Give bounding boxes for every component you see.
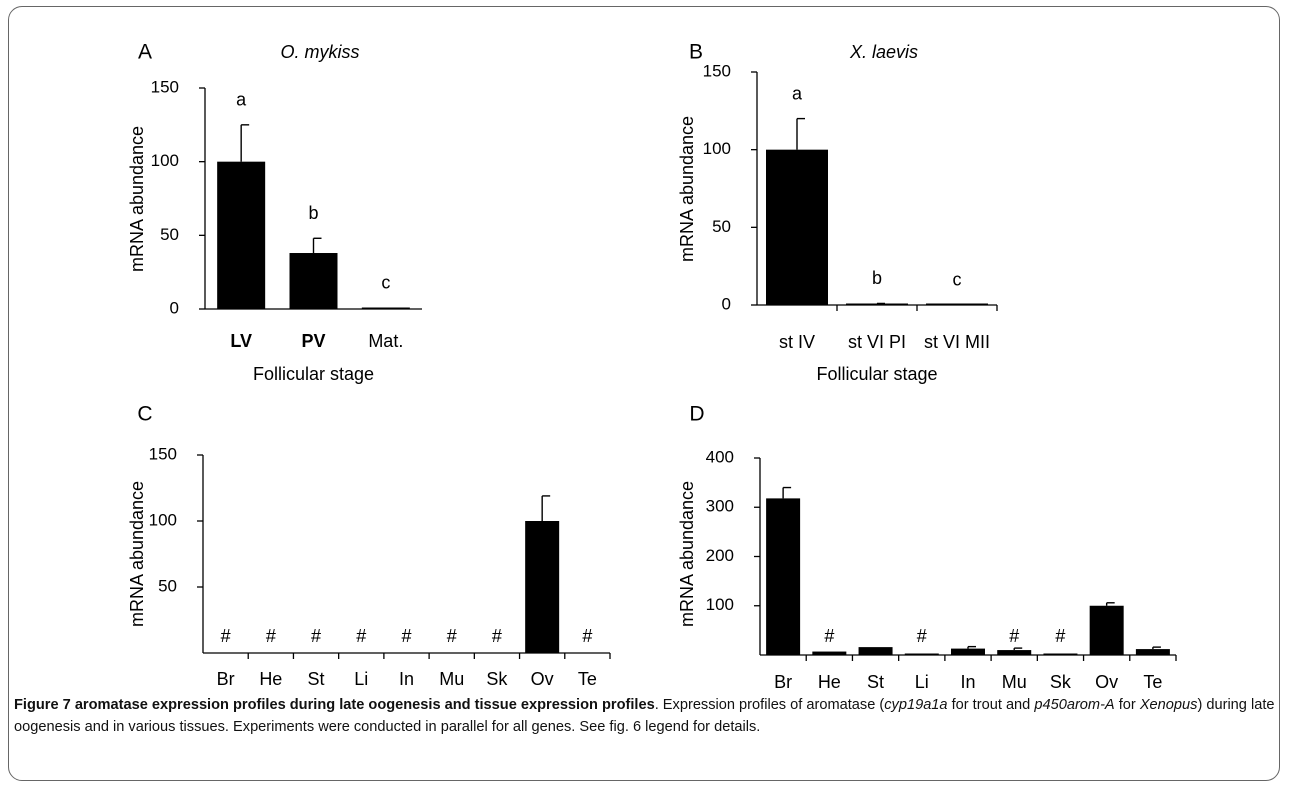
panel-b-y-tick-label: 150 xyxy=(703,61,731,80)
panel-d-hash-mark: # xyxy=(824,626,834,646)
panel-b-bar xyxy=(926,303,988,305)
panel-c-hash-mark: # xyxy=(311,626,321,646)
panel-d-y-tick-label: 300 xyxy=(706,497,734,516)
panel-c-hash-mark: # xyxy=(356,626,366,646)
figure-caption: Figure 7 aromatase expression profiles d… xyxy=(14,694,1276,738)
panel-b-significance-letter: b xyxy=(872,268,882,288)
panel-c-category-label: Mu xyxy=(439,669,464,689)
panel-d-y-tick-label: 200 xyxy=(706,546,734,565)
panel-c-category-label: Sk xyxy=(486,669,508,689)
panel-c-hash-mark: # xyxy=(401,626,411,646)
panel-c-category-label: Li xyxy=(354,669,368,689)
panel-c-category-label: Te xyxy=(578,669,597,689)
panel-d-category-label: Li xyxy=(915,672,929,690)
caption-gene-2: p450arom-A xyxy=(1034,697,1115,713)
panel-d-category-label: Te xyxy=(1143,672,1162,690)
panel-a-y-tick-label: 0 xyxy=(170,298,179,317)
panel-d-bar xyxy=(997,650,1032,655)
panel-a-letter: A xyxy=(138,41,152,64)
panel-a-y-label: mRNA abundance xyxy=(127,126,147,272)
panel-d-category-label: In xyxy=(960,672,975,690)
panel-d-y-label: mRNA abundance xyxy=(677,481,697,627)
panel-c-category-label: Br xyxy=(217,669,235,689)
panel-a-y-tick-label: 50 xyxy=(160,225,179,244)
panel-c-y-tick-label: 100 xyxy=(149,510,177,529)
caption-heading: Figure 7 aromatase expression profiles d… xyxy=(14,697,655,713)
panel-b-y-tick-label: 50 xyxy=(712,217,731,236)
panel-a-category-label: LV xyxy=(230,331,252,351)
panel-d-bar xyxy=(951,648,985,655)
panel-b-significance-letter: c xyxy=(953,269,962,289)
panel-b-bar xyxy=(846,303,908,305)
caption-text-4: ) during late oogenesis and in various t… xyxy=(14,697,1275,735)
panel-b-category-label: st IV xyxy=(779,332,815,352)
panel-a-title: O. mykiss xyxy=(281,42,360,62)
panel-c-hash-mark: # xyxy=(266,626,276,646)
panel-b-letter: B xyxy=(689,41,703,64)
caption-gene-1: cyp19a1a xyxy=(884,697,948,713)
panel-d-bar xyxy=(1043,653,1078,655)
panel-d-category-label: St xyxy=(867,672,884,690)
figure-frame xyxy=(8,6,1280,781)
panel-c-hash-mark: # xyxy=(447,626,457,646)
panel-c-category-label: In xyxy=(399,669,414,689)
panel-c-category-label: Ov xyxy=(531,669,554,689)
panel-b-y-tick-label: 100 xyxy=(703,139,731,158)
panel-d-bar xyxy=(904,653,939,655)
panel-a-y-tick-label: 150 xyxy=(151,77,179,96)
panel-c-y-tick-label: 150 xyxy=(149,444,177,463)
panel-a-bar xyxy=(289,253,338,309)
panel-b-significance-letter: a xyxy=(792,83,803,103)
caption-text-2: for trout and xyxy=(947,697,1035,713)
panel-c-hash-mark: # xyxy=(492,626,502,646)
panel-d-bar xyxy=(766,498,801,655)
panel-a-significance-letter: c xyxy=(381,272,390,292)
panel-d-bar xyxy=(812,651,847,655)
panel-d-category-label: Br xyxy=(774,672,792,690)
panel-c-hash-mark: # xyxy=(221,626,231,646)
panel-d-bar xyxy=(858,647,893,655)
panel-b-x-label: Follicular stage xyxy=(816,364,937,384)
panel-d-y-tick-label: 100 xyxy=(706,595,734,614)
panel-c-category-label: He xyxy=(259,669,282,689)
panel-a-category-label: PV xyxy=(301,331,325,351)
panel-a-x-label: Follicular stage xyxy=(253,364,374,384)
panel-c-category-label: St xyxy=(308,669,325,689)
panel-c-hash-mark: # xyxy=(582,626,592,646)
panel-d-hash-mark: # xyxy=(1009,626,1019,646)
panel-a-significance-letter: b xyxy=(308,203,318,223)
panel-b-y-label: mRNA abundance xyxy=(677,116,697,262)
panel-b-bar xyxy=(766,149,828,305)
panel-c-letter: C xyxy=(137,403,152,426)
caption-text-1: . Expression profiles of aromatase ( xyxy=(654,697,885,713)
panel-d-bar xyxy=(1089,605,1124,655)
caption-species: Xenopus xyxy=(1139,697,1198,713)
panel-b-y-tick-label: 0 xyxy=(722,294,731,313)
panel-d-category-label: Sk xyxy=(1050,672,1072,690)
panel-d-category-label: He xyxy=(818,672,841,690)
panel-d-hash-mark: # xyxy=(917,626,927,646)
panel-d-category-label: Ov xyxy=(1095,672,1118,690)
panel-d-y-tick-label: 400 xyxy=(706,447,734,466)
panel-d-hash-mark: # xyxy=(1055,626,1065,646)
panel-b-category-label: st VI PI xyxy=(848,332,906,352)
panel-a-significance-letter: a xyxy=(236,90,247,110)
panel-c-bar xyxy=(525,521,560,653)
panel-c-y-label: mRNA abundance xyxy=(127,481,147,627)
panel-d-bar xyxy=(1135,649,1170,655)
panel-a-category-label: Mat. xyxy=(368,331,403,351)
panel-a-bar xyxy=(217,161,266,309)
panel-d-letter: D xyxy=(689,403,704,426)
panel-c-y-tick-label: 50 xyxy=(158,576,177,595)
panel-a-y-tick-label: 100 xyxy=(151,151,179,170)
caption-text-3: for xyxy=(1114,697,1140,713)
panel-b-title: X. laevis xyxy=(849,42,918,62)
panel-a-bar xyxy=(361,307,410,309)
panel-b-category-label: st VI MII xyxy=(924,332,990,352)
panel-d-category-label: Mu xyxy=(1002,672,1027,690)
